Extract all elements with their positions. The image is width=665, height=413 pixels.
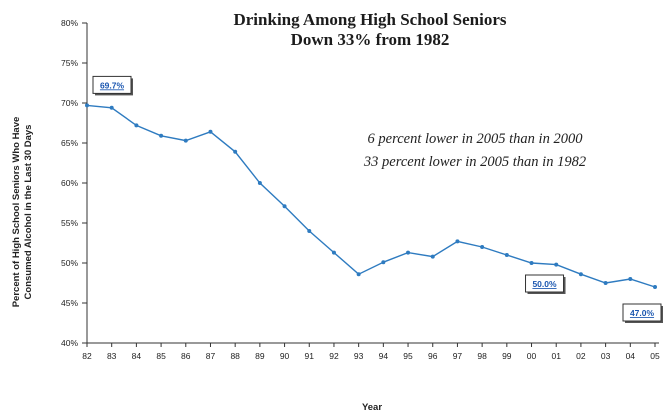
data-point [480, 245, 485, 249]
x-tick-label: 84 [132, 351, 142, 361]
y-tick-label: 50% [61, 258, 78, 268]
x-tick-label: 97 [453, 351, 463, 361]
x-tick-label: 88 [230, 351, 240, 361]
x-tick-label: 94 [379, 351, 389, 361]
value-annotation-box: 47.0% [622, 303, 663, 323]
x-tick-label: 83 [107, 351, 117, 361]
x-tick-label: 04 [626, 351, 636, 361]
data-point [504, 253, 509, 257]
data-point [381, 260, 386, 265]
x-tick-label: 92 [329, 351, 339, 361]
chart-title: Drinking Among High School Seniors [233, 10, 506, 29]
x-axis-label: Year [362, 402, 382, 413]
x-tick-label: 82 [82, 351, 92, 361]
x-tick-label: 98 [477, 351, 487, 361]
x-tick-label: 86 [181, 351, 191, 361]
x-tick-label: 95 [403, 351, 413, 361]
x-tick-label: 87 [206, 351, 216, 361]
x-tick-label: 99 [502, 351, 512, 361]
data-point [455, 239, 460, 244]
y-tick-label: 45% [61, 298, 78, 308]
x-tick-label: 91 [305, 351, 315, 361]
data-point [529, 261, 534, 265]
y-tick-label: 80% [61, 18, 78, 28]
chart-subtitle: Down 33% from 1982 [291, 30, 450, 49]
x-tick-label: 93 [354, 351, 364, 361]
data-point [282, 204, 287, 209]
data-point [578, 272, 583, 277]
y-tick-label: 65% [61, 138, 78, 148]
data-point [653, 285, 657, 289]
y-tick-label: 40% [61, 338, 78, 348]
data-point [554, 262, 559, 267]
axes: 40% 45% 50% 55% 60% 65% 70% 75% 80% 82 83 84 85 86 87 8… [61, 18, 660, 361]
value-annotation-box: 69.7% [92, 75, 133, 96]
data-point [356, 272, 361, 277]
series-path [86, 104, 656, 288]
y-axis-label-line-1: Percent of High School Seniors Who Have [11, 117, 22, 308]
x-tick-label: 05 [650, 351, 660, 361]
data-point [406, 250, 411, 255]
value-annotation-box: 50.0% [525, 274, 566, 294]
data-point [628, 277, 633, 281]
data-point [183, 138, 188, 143]
x-tick-label: 90 [280, 351, 290, 361]
x-tick-label: 01 [551, 351, 561, 361]
data-point [307, 229, 312, 233]
value-annotation-label: 47.0% [630, 308, 655, 318]
data-point [159, 133, 164, 138]
value-annotation-label: 69.7% [100, 80, 125, 90]
series-line [85, 103, 657, 289]
y-tick-label: 55% [61, 218, 78, 228]
value-annotation-label: 50.0% [532, 279, 557, 289]
x-tick-label: 03 [601, 351, 611, 361]
data-point [430, 254, 435, 259]
x-tick-label: 96 [428, 351, 438, 361]
x-tick-label: 85 [156, 351, 166, 361]
data-point [134, 123, 139, 128]
x-tick-label: 00 [527, 351, 537, 361]
annotation-note-1: 6 percent lower in 2005 than in 2000 [368, 131, 584, 147]
data-point [208, 129, 213, 134]
y-tick-label: 60% [61, 178, 78, 188]
data-point [233, 149, 238, 154]
data-point [85, 103, 89, 108]
value-annotations: 69.7% 50.0% 47.0% [92, 75, 663, 323]
annotation-note-2: 33 percent lower in 2005 than in 1982 [363, 154, 586, 170]
y-axis-label-line-2: Consumed Alcohol in the Last 30 Days [23, 125, 34, 300]
y-tick-label: 70% [61, 98, 78, 108]
data-point [257, 181, 262, 185]
x-tick-label: 02 [576, 351, 586, 361]
data-point [109, 105, 114, 110]
data-point [331, 250, 336, 255]
data-point [603, 281, 608, 285]
y-tick-label: 75% [61, 58, 78, 68]
x-tick-label: 89 [255, 351, 265, 361]
